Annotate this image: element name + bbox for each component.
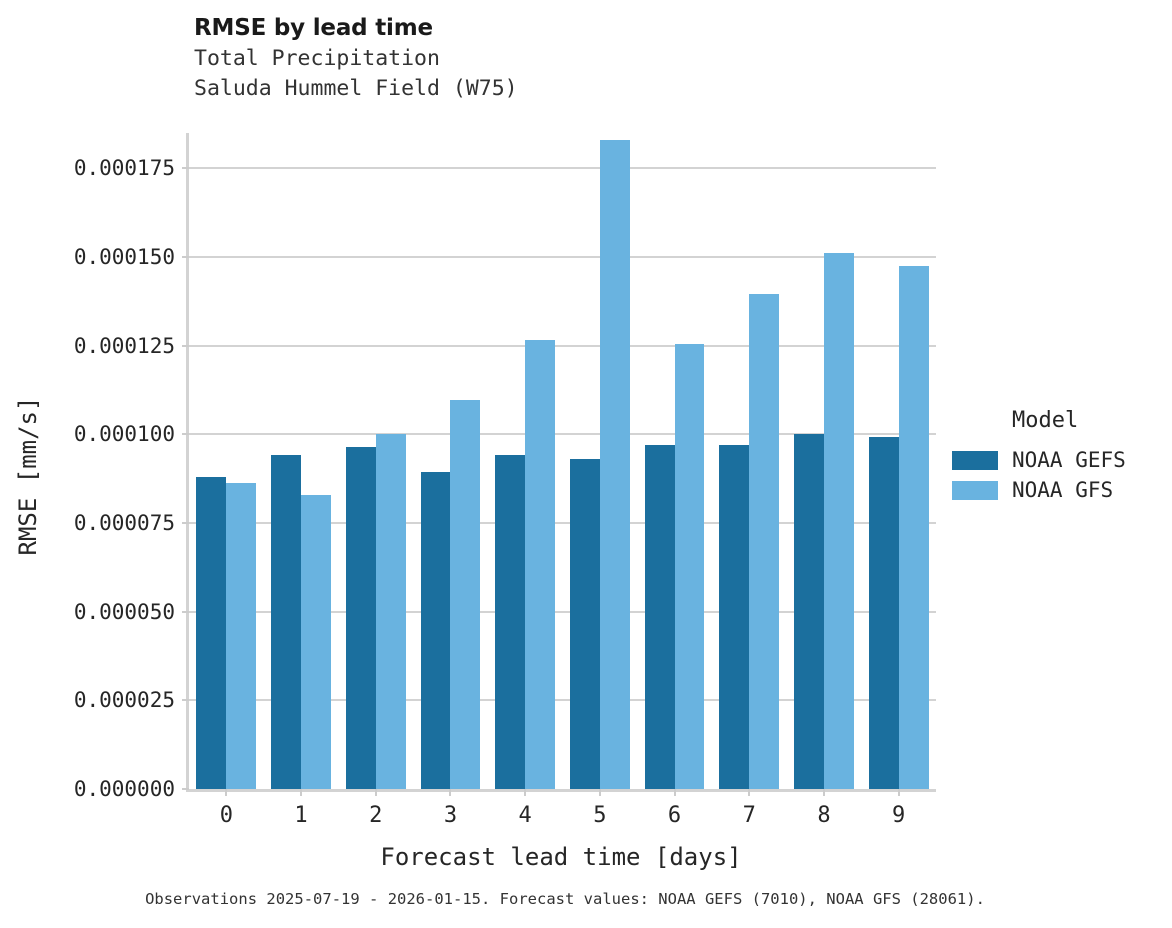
bar[interactable]	[644, 444, 675, 789]
bar-group	[189, 133, 264, 789]
gridline	[189, 433, 936, 436]
bar-group	[712, 133, 787, 789]
y-tick-mark	[182, 699, 189, 702]
bar-group	[563, 133, 638, 789]
bar[interactable]	[495, 454, 526, 789]
y-tick-mark	[182, 788, 189, 790]
y-tick-mark	[182, 344, 189, 347]
gridline	[189, 344, 936, 347]
x-tick-label: 2	[369, 803, 383, 828]
bar-group	[787, 133, 862, 789]
page-title: RMSE by lead time	[194, 15, 433, 41]
bar[interactable]	[345, 446, 376, 789]
plot-area: 0.000000 0.000025 0.000050 0.000075 0.000100…	[74, 133, 936, 828]
bar[interactable]	[868, 436, 899, 789]
y-tick-mark	[182, 256, 189, 259]
legend-item-label: NOAA GEFS	[1012, 448, 1126, 472]
y-tick-label: 0.000100	[73, 422, 175, 447]
gridline	[189, 256, 936, 259]
legend: Model NOAA GEFS NOAA GFS	[952, 408, 1172, 505]
bar[interactable]	[719, 444, 750, 789]
legend-swatch-icon	[952, 480, 998, 500]
x-tick-label: 0	[219, 803, 233, 828]
y-tick-label: 0.000175	[73, 156, 175, 181]
x-tick-mark	[748, 789, 751, 796]
bar-group	[861, 133, 936, 789]
x-tick-mark	[897, 789, 900, 796]
bar[interactable]	[898, 266, 929, 789]
y-tick-label: 0.000025	[73, 688, 175, 713]
y-tick-mark	[182, 433, 189, 436]
bar-group	[413, 133, 488, 789]
y-tick-mark	[182, 610, 189, 613]
bar-group	[637, 133, 712, 789]
x-tick-label: 6	[667, 803, 682, 828]
bar[interactable]	[420, 471, 451, 789]
bar[interactable]	[749, 294, 780, 789]
footer-note: Observations 2025-07-19 - 2026-01-15. Fo…	[145, 890, 985, 908]
gridline	[189, 610, 936, 613]
y-tick-label: 0.000000	[73, 777, 175, 801]
bar[interactable]	[301, 495, 331, 789]
bar[interactable]	[375, 434, 406, 789]
bar[interactable]	[794, 434, 824, 789]
x-tick-label: 3	[443, 803, 458, 828]
bar[interactable]	[450, 400, 481, 789]
bar-group	[264, 133, 339, 789]
legend-item-label: NOAA GFS	[1012, 478, 1114, 502]
y-tick-label: 0.000125	[73, 333, 175, 358]
legend-item-noaa-gefs[interactable]: NOAA GEFS	[952, 445, 1172, 475]
legend-swatch-icon	[952, 450, 998, 470]
title-block: RMSE by lead time Total Precipitation Sa…	[194, 14, 954, 104]
gridline	[189, 167, 936, 170]
legend-title: Model	[1012, 408, 1079, 433]
bar[interactable]	[226, 483, 257, 789]
x-tick-mark	[300, 789, 303, 796]
bar[interactable]	[674, 343, 705, 789]
x-tick-mark	[598, 789, 601, 796]
y-tick-label: 0.000150	[73, 245, 175, 270]
y-tick-label: 0.000075	[73, 511, 175, 536]
bar[interactable]	[271, 454, 302, 789]
x-tick-mark	[822, 789, 825, 796]
x-tick-label: 7	[742, 803, 756, 828]
x-axis-title: Forecast lead time [days]	[380, 843, 742, 871]
x-tick-label: 8	[817, 803, 831, 828]
y-tick-mark	[182, 167, 189, 170]
bar[interactable]	[823, 252, 854, 789]
x-tick-mark	[374, 789, 377, 796]
x-tick-mark	[524, 789, 527, 796]
bar-group	[338, 133, 413, 789]
x-tick-mark	[225, 789, 228, 796]
x-tick-label: 4	[518, 803, 532, 828]
bar[interactable]	[569, 459, 600, 789]
y-axis-title: RMSE [mm/s]	[14, 396, 42, 556]
gridline	[189, 522, 936, 525]
x-tick-mark	[449, 789, 452, 796]
x-tick-label: 9	[892, 803, 906, 828]
legend-item-noaa-gfs[interactable]: NOAA GFS	[952, 475, 1172, 505]
gridline	[189, 699, 936, 702]
x-tick-label: 5	[593, 803, 607, 828]
bar-group	[488, 133, 563, 789]
chart-location-subtitle: Saluda Hummel Field (W75)	[194, 76, 518, 101]
bar[interactable]	[599, 139, 630, 789]
x-tick-label: 1	[294, 803, 308, 828]
bar[interactable]	[525, 339, 556, 789]
x-tick-mark	[673, 789, 676, 796]
chart-subtitle: Total Precipitation	[194, 46, 440, 71]
y-tick-label: 0.000050	[73, 599, 175, 624]
bar[interactable]	[196, 476, 227, 789]
y-tick-mark	[182, 522, 189, 525]
